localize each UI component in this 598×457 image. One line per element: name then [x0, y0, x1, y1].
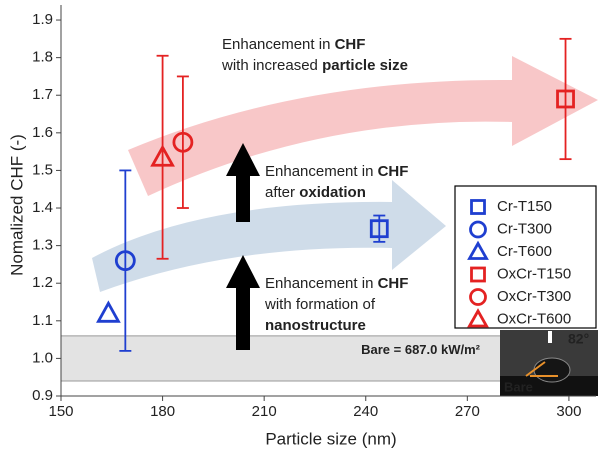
- point: [467, 308, 489, 328]
- annotation: Enhancement in CHF: [222, 36, 365, 53]
- y-tick-label: 1.3: [32, 237, 53, 254]
- y-tick-label: 1.9: [32, 11, 53, 28]
- y-tick-label: 1.1: [32, 312, 53, 329]
- legend-label: OxCr-T300: [497, 288, 571, 305]
- angle-line: [525, 361, 546, 377]
- annotation-run: CHF: [378, 163, 409, 180]
- x-tick-label: 300: [556, 403, 581, 420]
- annotation: nanostructure: [265, 317, 366, 334]
- annotation-run: nanostructure: [265, 317, 366, 334]
- y-tick-label: 0.9: [32, 387, 53, 404]
- point: [469, 288, 487, 306]
- x-tick-label: 240: [353, 403, 378, 420]
- y-tick-label: 1.0: [32, 349, 53, 366]
- x-tick-label: 150: [48, 403, 73, 420]
- annotation-run: after: [265, 184, 299, 201]
- inset-photo: [500, 330, 598, 396]
- y-tick-label: 1.5: [32, 161, 53, 178]
- x-tick-label: 270: [455, 403, 480, 420]
- annotation-run: Enhancement in: [265, 275, 378, 292]
- up-arrow: [226, 143, 260, 222]
- point: [172, 131, 194, 153]
- x-tick-label: 180: [150, 403, 175, 420]
- y-tick-label: 1.6: [32, 124, 53, 141]
- point: [470, 199, 486, 215]
- annotation-run: oxidation: [299, 184, 366, 201]
- point: [556, 89, 575, 109]
- annotation-run: CHF: [378, 275, 409, 292]
- legend-label: OxCr-T600: [497, 310, 571, 327]
- annotation-run: Enhancement in: [222, 36, 335, 53]
- needle: [548, 331, 552, 343]
- annotation-run: Enhancement in: [265, 163, 378, 180]
- legend: Cr-T150 Cr-T300 Cr-T600 OxCr-T150 OxCr-T300 O…: [454, 185, 597, 329]
- annotation-run: with formation of: [264, 296, 376, 313]
- annotation-run: with increased: [221, 57, 322, 74]
- point: [467, 240, 489, 260]
- point: [150, 144, 175, 167]
- droplet: [533, 357, 571, 383]
- legend-label: Cr-T150: [497, 198, 552, 215]
- legend-label: OxCr-T150: [497, 265, 571, 282]
- inset-label: Bare: [504, 379, 533, 394]
- point: [96, 300, 121, 323]
- annotation: with increased particle size: [221, 57, 408, 74]
- y-tick-label: 1.2: [32, 274, 53, 291]
- x-axis-label: Particle size (nm): [265, 429, 396, 448]
- x-tick-label: 210: [252, 403, 277, 420]
- y-axis-label: Nomalized CHF (-): [7, 134, 26, 276]
- annotation: after oxidation: [265, 184, 366, 201]
- point: [369, 219, 389, 239]
- annotation-run: CHF: [335, 36, 366, 53]
- point: [469, 220, 487, 239]
- inset-angle: 82°: [568, 331, 589, 347]
- bare-label: Bare = 687.0 kW/m²: [361, 342, 481, 357]
- annotation-run: particle size: [322, 57, 408, 74]
- y-tick-label: 1.8: [32, 49, 53, 66]
- y-tick-label: 1.4: [32, 199, 53, 216]
- point: [114, 250, 136, 272]
- y-tick-label: 1.7: [32, 86, 53, 103]
- annotation: Enhancement in CHF: [265, 163, 408, 180]
- legend-label: Cr-T600: [497, 243, 552, 260]
- annotation: Enhancement in CHF: [265, 275, 408, 292]
- inset-surface: [500, 376, 598, 396]
- oxidation-arrow-bg: [92, 180, 446, 292]
- annotation: with formation of: [264, 296, 376, 313]
- point: [470, 266, 486, 283]
- up-arrow: [226, 255, 260, 350]
- size-arrow: [128, 56, 598, 196]
- legend-label: Cr-T300: [497, 220, 552, 237]
